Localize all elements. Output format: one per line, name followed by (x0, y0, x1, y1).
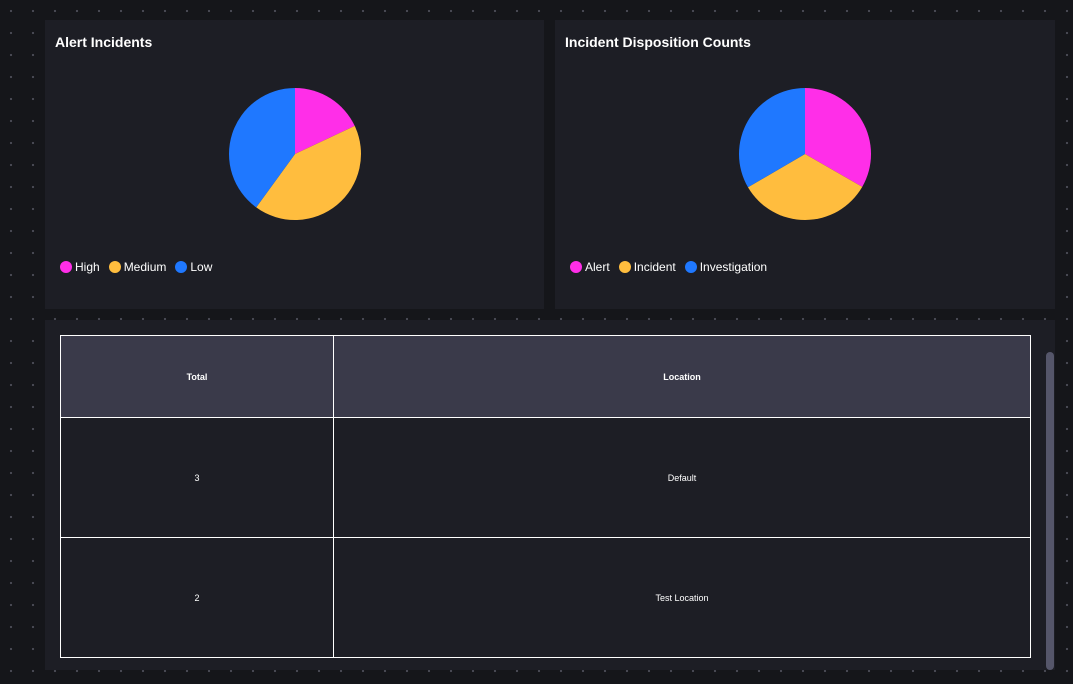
alert-incidents-panel: Alert Incidents High Medium Low (45, 20, 544, 309)
pie-slice-incident[interactable] (747, 154, 863, 220)
column-header-location[interactable]: Location (333, 335, 1031, 418)
incident-disposition-title: Incident Disposition Counts (565, 34, 751, 50)
cell-location: Default (333, 417, 1031, 538)
legend-label: Alert (585, 260, 610, 274)
legend-item-investigation[interactable]: Investigation (684, 260, 768, 274)
legend-item-low[interactable]: Low (175, 260, 212, 274)
alert-incidents-title: Alert Incidents (55, 34, 153, 50)
legend-item-medium[interactable]: Medium (108, 260, 167, 274)
cell-total: 2 (60, 537, 334, 658)
legend-label: Medium (123, 260, 167, 274)
cell-total: 3 (60, 417, 334, 538)
location-table-panel: Total Location 3 Default 2 Test Location (45, 320, 1055, 670)
incident-disposition-pie-chart (739, 88, 871, 220)
legend-item-alert[interactable]: Alert (570, 260, 610, 274)
table-row: 2 Test Location (60, 537, 1031, 658)
incident-disposition-legend: Alert Incident Investigation (570, 260, 767, 274)
scrollbar-thumb[interactable] (1046, 352, 1054, 670)
alert-incidents-pie-chart (228, 88, 362, 220)
legend-label: Incident (633, 260, 676, 274)
legend-label: Investigation (699, 260, 768, 274)
vertical-scrollbar[interactable] (1045, 350, 1055, 670)
legend-dot-icon (570, 261, 582, 273)
legend-item-high[interactable]: High (60, 260, 100, 274)
pie-slice-low[interactable] (228, 88, 295, 208)
legend-dot-icon (618, 261, 631, 273)
pie-slice-investigation[interactable] (739, 88, 805, 188)
pie-slice-high[interactable] (295, 88, 355, 154)
cell-location: Test Location (333, 537, 1031, 658)
incident-disposition-panel: Incident Disposition Counts Alert Inciden… (555, 20, 1055, 309)
legend-item-incident[interactable]: Incident (618, 260, 676, 274)
legend-dot-icon (175, 261, 188, 273)
pie-slice-medium[interactable] (256, 125, 362, 220)
table-row: 3 Default (60, 417, 1031, 538)
legend-dot-icon (684, 261, 697, 273)
alert-incidents-legend: High Medium Low (60, 260, 212, 274)
legend-label: High (75, 260, 100, 274)
legend-dot-icon (60, 261, 72, 273)
pie-slice-alert[interactable] (805, 88, 871, 187)
legend-label: Low (190, 260, 213, 274)
column-header-total[interactable]: Total (60, 335, 334, 418)
legend-dot-icon (108, 261, 121, 273)
table-header-row: Total Location (60, 335, 1031, 418)
location-table: Total Location 3 Default 2 Test Location (60, 335, 1031, 658)
